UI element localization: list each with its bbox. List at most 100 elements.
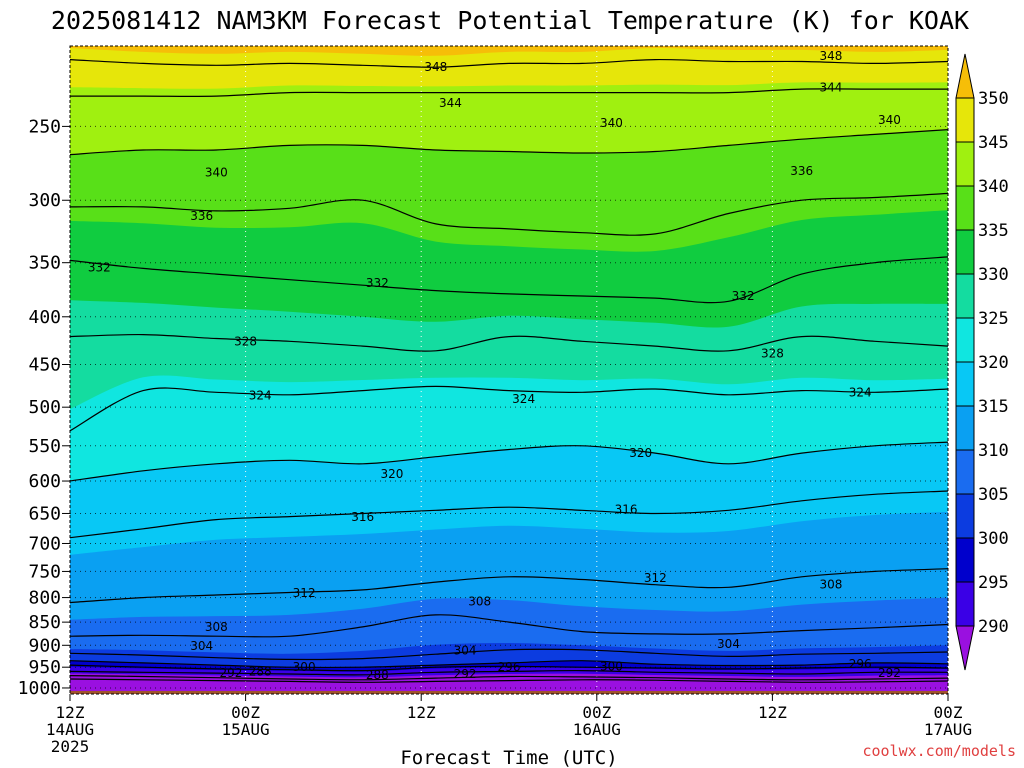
contour-292 (70, 669, 948, 676)
contour-label-308: 308 (468, 595, 491, 609)
colorbar-label-350: 350 (978, 89, 1009, 109)
contour-label-332: 332 (366, 276, 389, 290)
contour-308 (70, 614, 948, 638)
colorbar-arrow-low (955, 625, 975, 671)
y-tick-label-750: 750 (28, 561, 61, 582)
colorbar-label-310: 310 (978, 441, 1009, 461)
contour-label-344: 344 (439, 96, 462, 110)
contour-label-296: 296 (498, 660, 521, 674)
contour-label-292: 292 (220, 666, 243, 680)
contour-label-304: 304 (454, 644, 477, 658)
colorbar-box-320 (955, 317, 975, 363)
contour-label-328: 328 (234, 334, 257, 348)
contour-288 (70, 675, 948, 681)
colorbar-box-330 (955, 229, 975, 275)
x-tick-label-60-1: 00Z (934, 703, 963, 722)
colorbar-label-345: 345 (978, 133, 1009, 153)
colorbar-arrow-high (955, 53, 975, 99)
y-tick-label-1000: 1000 (18, 678, 61, 699)
contour-label-340: 340 (205, 165, 228, 179)
colorbar-box-325 (955, 273, 975, 319)
contour-336 (70, 192, 948, 236)
colorbar-box-345 (955, 97, 975, 143)
contour-312 (70, 568, 948, 604)
contour-label-316: 316 (351, 510, 374, 524)
y-tick-label-400: 400 (28, 307, 61, 328)
contour-label-300: 300 (293, 660, 316, 674)
y-tick-label-900: 900 (28, 635, 61, 656)
colorbar-label-320: 320 (978, 353, 1009, 373)
contour-348 (70, 58, 948, 68)
contour-label-304: 304 (717, 637, 740, 651)
colorbar-label-290: 290 (978, 617, 1009, 637)
y-tick-label-450: 450 (28, 354, 61, 375)
contour-296 (70, 664, 948, 672)
credit-link[interactable]: coolwx.com/models (862, 742, 1016, 760)
contour-label-292: 292 (878, 666, 901, 680)
colorbar-box-295 (955, 537, 975, 583)
contour-300 (70, 660, 948, 669)
contour-label-288: 288 (366, 668, 389, 682)
contour-316 (70, 490, 948, 539)
colorbar: 290 295 300 305 310 315 320 325 330 335 340 345 350 (955, 53, 1009, 671)
colorbar-label-295: 295 (978, 573, 1009, 593)
y-tick-label-950: 950 (28, 657, 61, 678)
contour-label-292: 292 (454, 667, 477, 681)
colorbar-label-335: 335 (978, 221, 1009, 241)
y-tick-label-850: 850 (28, 612, 61, 633)
contour-label-304: 304 (190, 639, 213, 653)
fill-band-345 (70, 46, 948, 89)
y-tick-label-650: 650 (28, 503, 61, 524)
temperature-fill-bands (70, 46, 948, 694)
contour-label-340: 340 (878, 113, 901, 127)
x-tick-label-36-1: 00Z (582, 703, 611, 722)
contour-label-332: 332 (732, 289, 755, 303)
x-tick-label-0-1: 12Z (56, 703, 85, 722)
x-axis-label: Forecast Time (UTC) (400, 747, 617, 768)
contour-304 (70, 648, 948, 661)
contour-label-300: 300 (600, 659, 623, 673)
y-tick-label-800: 800 (28, 588, 61, 609)
contour-label-308: 308 (819, 578, 842, 592)
contour-label-348: 348 (424, 60, 447, 74)
contour-label-348: 348 (819, 49, 842, 63)
chart-title: 2025081412 NAM3KM Forecast Potential Tem… (51, 6, 969, 35)
colorbar-label-315: 315 (978, 397, 1009, 417)
terrain-bar (70, 690, 948, 694)
y-tick-label-700: 700 (28, 533, 61, 554)
contour-332 (70, 256, 948, 304)
colorbar-box-290 (955, 581, 975, 627)
contour-label-320: 320 (629, 446, 652, 460)
x-tick-label-12-2: 15AUG (222, 720, 270, 739)
contour-340 (70, 129, 948, 156)
contour-label-344: 344 (819, 80, 842, 94)
contour-label-324: 324 (512, 392, 535, 406)
colorbar-label-330: 330 (978, 265, 1009, 285)
contour-286 (70, 678, 948, 683)
colorbar-box-335 (955, 185, 975, 231)
colorbar-box-340 (955, 141, 975, 187)
contour-label-336: 336 (190, 209, 213, 223)
x-tick-label-36-2: 16AUG (573, 720, 621, 739)
x-tick-label-12-1: 00Z (231, 703, 260, 722)
contour-label-324: 324 (249, 389, 272, 403)
x-tick-label-60-2: 17AUG (924, 720, 972, 739)
contour-label-308: 308 (205, 620, 228, 634)
colorbar-label-305: 305 (978, 485, 1009, 505)
y-tick-label-600: 600 (28, 471, 61, 492)
y-tick-label-350: 350 (28, 253, 61, 274)
colorbar-label-340: 340 (978, 177, 1009, 197)
colorbar-box-315 (955, 361, 975, 407)
contour-label-320: 320 (380, 467, 403, 481)
colorbar-label-300: 300 (978, 529, 1009, 549)
colorbar-box-300 (955, 493, 975, 539)
y-tick-label-300: 300 (28, 190, 61, 211)
y-tick-label-550: 550 (28, 436, 61, 457)
contour-328 (70, 333, 948, 352)
contour-lines (70, 58, 948, 683)
y-tick-label-250: 250 (28, 116, 61, 137)
plot-frame (69, 45, 949, 695)
x-tick-label-48-1: 12Z (758, 703, 787, 722)
